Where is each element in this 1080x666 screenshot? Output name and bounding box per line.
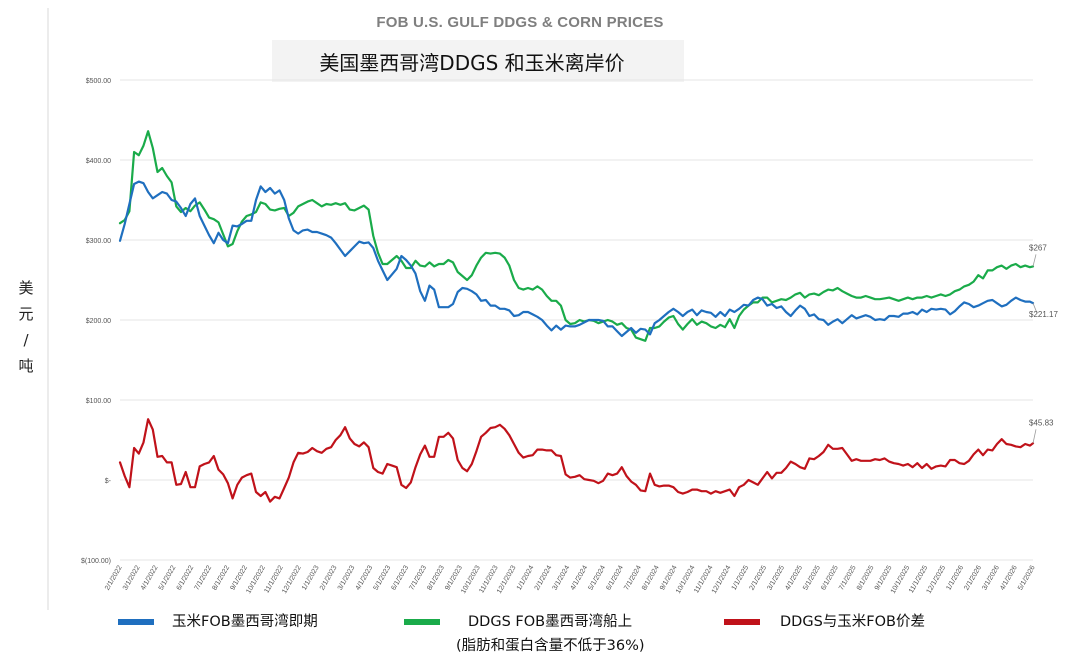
y-axis-title-char: / — [23, 331, 29, 349]
x-tick-label: 7/1/2024 — [623, 564, 643, 591]
title-background — [272, 40, 684, 82]
legend-swatch-corn — [118, 619, 154, 625]
ddgs-series-line — [118, 130, 1035, 342]
x-tick-label: 2/1/2023 — [319, 564, 339, 591]
x-tick-label: 9/1/2025 — [874, 564, 894, 591]
x-tick-label: 7/1/2025 — [838, 564, 858, 591]
x-tick-label: 9/1/2024 — [659, 564, 679, 591]
end-value-label: $267 — [1029, 243, 1047, 252]
x-tick-label: 1/1/2024 — [516, 564, 536, 591]
y-tick-label: $200.00 — [86, 318, 111, 325]
x-tick-label: 12/1/2022 — [281, 564, 303, 595]
x-tick-label: 3/1/2025 — [766, 564, 786, 591]
x-tick-label: 2/1/2025 — [749, 564, 769, 591]
chart-title-en: FOB U.S. GULF DDGS & CORN PRICES — [376, 14, 664, 31]
y-tick-label: $100.00 — [86, 398, 111, 405]
x-tick-label: 7/1/2022 — [194, 564, 214, 591]
y-tick-label: $300.00 — [86, 238, 111, 245]
legend-label-spread: DDGS与玉米FOB价差 — [780, 614, 925, 630]
end-label-leader — [1032, 254, 1037, 267]
x-tick-label: 3/1/2024 — [552, 564, 572, 591]
x-tick-label: 8/1/2024 — [641, 564, 661, 591]
x-tick-label: 2/1/2022 — [104, 564, 124, 591]
y-axis-title-char: 美 — [18, 279, 34, 297]
end-value-label: $221.17 — [1029, 310, 1058, 319]
x-tick-label: 12/1/2024 — [711, 564, 733, 595]
spread-series-line — [118, 418, 1035, 503]
x-tick-label: 3/1/2022 — [122, 564, 142, 591]
x-tick-label: 1/1/2023 — [301, 564, 321, 591]
x-tick-label: 2/1/2026 — [963, 564, 983, 591]
chart-title-cn: 美国墨西哥湾DDGS 和玉米离岸价 — [319, 51, 625, 75]
x-tick-label: 2/1/2024 — [534, 564, 554, 591]
y-axis-title-char: 吨 — [18, 357, 34, 375]
x-tick-label: 6/1/2025 — [820, 564, 840, 591]
legend-label-ddgs: DDGS FOB墨西哥湾船上 — [468, 614, 633, 630]
x-tick-label: 5/1/2025 — [802, 564, 822, 591]
legend-item-corn: 玉米FOB墨西哥湾即期 — [118, 610, 378, 640]
x-tick-label: 4/1/2023 — [355, 564, 375, 591]
x-tick-label: 3/1/2023 — [337, 564, 357, 591]
x-tick-label: 4/1/2026 — [999, 564, 1019, 591]
y-tick-label: $(100.00) — [81, 558, 111, 565]
x-tick-label: 5/1/2026 — [1017, 564, 1037, 591]
x-tick-label: 4/1/2024 — [569, 564, 589, 591]
x-tick-label: 7/1/2023 — [408, 564, 428, 591]
x-tick-label: 6/1/2024 — [605, 564, 625, 591]
x-tick-label: 12/1/2023 — [496, 564, 518, 595]
x-tick-label: 12/1/2025 — [926, 564, 948, 595]
legend-sublabel-ddgs: (脂肪和蛋白含量不低于36%) — [456, 638, 645, 654]
end-value-label: $45.83 — [1029, 418, 1054, 427]
y-axis-title-char: 元 — [18, 305, 34, 323]
x-tick-label: 1/1/2025 — [731, 564, 751, 591]
legend-label-corn: 玉米FOB墨西哥湾即期 — [172, 614, 318, 630]
y-axis-title: 美 元 / 吨 — [14, 275, 38, 379]
y-tick-label: $- — [105, 478, 112, 485]
y-tick-label: $500.00 — [86, 78, 111, 85]
x-tick-label: 5/1/2024 — [587, 564, 607, 591]
x-tick-label: 6/1/2022 — [176, 564, 196, 591]
x-tick-label: 1/1/2026 — [945, 564, 965, 591]
x-tick-label: 4/1/2025 — [784, 564, 804, 591]
x-tick-label: 4/1/2022 — [140, 564, 160, 591]
x-tick-label: 9/1/2022 — [229, 564, 249, 591]
x-tick-label: 5/1/2023 — [373, 564, 393, 591]
x-tick-label: 5/1/2022 — [158, 564, 178, 591]
x-tick-label: 6/1/2023 — [390, 564, 410, 591]
legend-item-spread: DDGS与玉米FOB价差 — [724, 610, 984, 640]
x-tick-label: 8/1/2023 — [426, 564, 446, 591]
legend-item-ddgs: DDGS FOB墨西哥湾船上 (脂肪和蛋白含量不低于36%) — [404, 610, 724, 658]
end-label-leader — [1032, 429, 1037, 444]
end-label-leader — [1032, 302, 1038, 314]
x-tick-label: 9/1/2023 — [444, 564, 464, 591]
x-tick-label: 8/1/2022 — [211, 564, 231, 591]
x-tick-label: 8/1/2025 — [856, 564, 876, 591]
y-tick-label: $400.00 — [86, 158, 111, 165]
x-tick-label: 3/1/2026 — [981, 564, 1001, 591]
legend-swatch-spread — [724, 619, 760, 625]
legend-swatch-ddgs — [404, 619, 440, 625]
corn-series-line — [118, 180, 1035, 338]
